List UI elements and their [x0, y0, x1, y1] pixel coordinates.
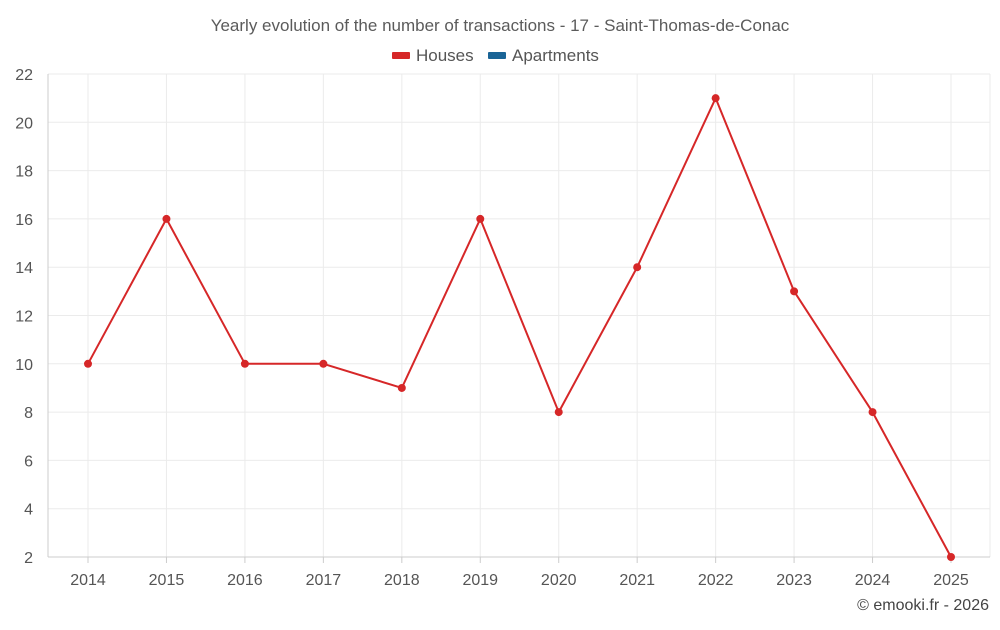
legend: Houses Apartments [392, 46, 599, 65]
data-point-houses[interactable] [947, 553, 955, 561]
y-tick-label: 18 [15, 164, 33, 181]
data-point-houses[interactable] [554, 408, 563, 417]
data-point-houses[interactable] [240, 359, 249, 368]
x-tick-label: 2022 [698, 572, 734, 589]
legend-swatch-houses [392, 52, 410, 59]
x-tick-labels: 2014 2015 2016 2017 2018 2019 2020 2021 2022 2023… [70, 572, 969, 589]
x-tick-label: 2020 [541, 572, 577, 589]
data-point-houses[interactable] [868, 408, 877, 417]
data-point-houses[interactable] [476, 214, 485, 223]
legend-item-houses[interactable]: Houses [392, 46, 474, 65]
data-point-houses[interactable] [319, 359, 328, 368]
x-tick-label: 2015 [149, 572, 185, 589]
legend-label-apartments: Apartments [512, 46, 599, 65]
y-tick-label: 4 [24, 502, 33, 519]
x-tick-label: 2025 [933, 572, 969, 589]
x-tick-label: 2017 [306, 572, 342, 589]
series-layer [84, 94, 955, 561]
y-tick-label: 22 [15, 67, 33, 84]
data-point-houses[interactable] [711, 94, 720, 103]
legend-swatch-apartments [488, 52, 506, 59]
y-tick-label: 2 [24, 550, 33, 567]
data-point-houses[interactable] [162, 214, 171, 223]
legend-item-apartments[interactable]: Apartments [488, 46, 599, 65]
chart-title: Yearly evolution of the number of transa… [211, 16, 790, 35]
grid-lines [48, 73, 991, 557]
y-tick-label: 20 [15, 115, 33, 132]
credit-text: © emooki.fr - 2026 [857, 597, 989, 614]
y-tick-label: 8 [24, 405, 33, 422]
data-point-houses[interactable] [397, 383, 406, 392]
data-point-houses[interactable] [633, 263, 642, 272]
data-point-houses[interactable] [790, 287, 799, 296]
y-tick-labels: 2 4 6 8 10 12 14 16 18 20 22 [15, 67, 33, 567]
y-tick-label: 14 [15, 260, 33, 277]
axes [47, 74, 990, 563]
y-tick-label: 12 [15, 309, 33, 326]
y-tick-label: 6 [24, 453, 33, 470]
y-tick-label: 16 [15, 212, 33, 229]
data-point-houses[interactable] [84, 359, 92, 368]
x-tick-label: 2018 [384, 572, 420, 589]
x-tick-label: 2023 [776, 572, 812, 589]
legend-label-houses: Houses [416, 46, 474, 65]
x-tick-label: 2016 [227, 572, 263, 589]
x-tick-label: 2021 [619, 572, 655, 589]
x-tick-label: 2024 [855, 572, 891, 589]
x-tick-label: 2014 [70, 572, 106, 589]
y-tick-label: 10 [15, 357, 33, 374]
series-line-houses [87, 97, 952, 558]
x-tick-label: 2019 [462, 572, 498, 589]
